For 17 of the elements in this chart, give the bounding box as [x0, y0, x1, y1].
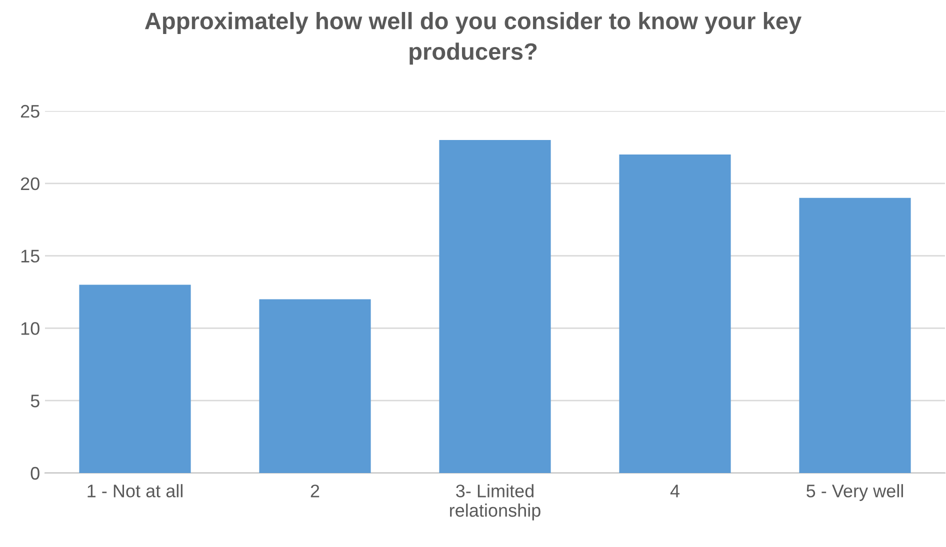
bar	[619, 154, 731, 473]
x-tick-label: 3- Limited relationship	[450, 484, 540, 520]
chart-title: Approximately how well do you consider to know your key producers?	[144, 12, 802, 65]
y-tick-label: 10	[21, 322, 40, 335]
y-tick-label: 15	[21, 250, 40, 263]
bar	[79, 284, 191, 473]
x-tick-label: 5 - Very well	[806, 484, 903, 501]
y-tick-label: 20	[20, 177, 40, 190]
y-tick-label: 25	[20, 104, 40, 118]
x-tick-label: 2	[310, 484, 320, 498]
bar	[259, 299, 371, 473]
x-tick-label: 1 - Not at all	[88, 484, 182, 498]
bar	[439, 140, 551, 473]
y-tick-label: 5	[30, 394, 40, 408]
x-tick-label: 4	[670, 484, 680, 498]
y-tick-label: 0	[30, 466, 40, 480]
bar	[799, 198, 911, 473]
